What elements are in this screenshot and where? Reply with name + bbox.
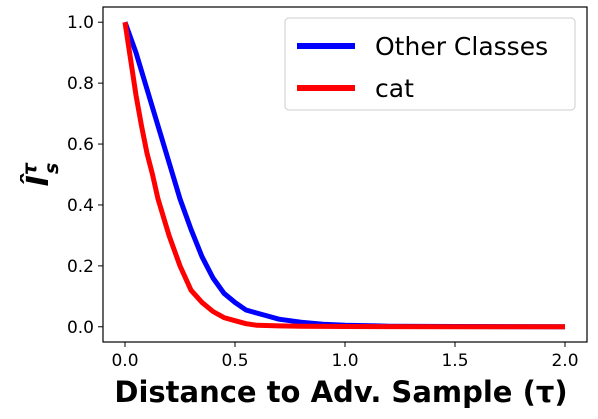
x-axis-label: Distance to Adv. Sample (τ) <box>114 375 567 409</box>
x-tick-label: 1.0 <box>331 351 358 371</box>
x-axis: 0.0 0.5 1.0 1.5 2.0 <box>111 342 579 371</box>
plot-lines <box>122 21 566 330</box>
x-tick-label: 0.5 <box>221 351 248 371</box>
y-tick-label: 0.2 <box>67 257 94 277</box>
y-axis: 0.0 0.2 0.4 0.6 0.8 1.0 <box>67 13 103 338</box>
x-tick-label: 1.5 <box>441 351 468 371</box>
y-axis-label-text: Îτs <box>19 162 63 186</box>
y-axis-label: Îτs <box>19 162 63 186</box>
y-tick-label: 0.6 <box>67 135 94 155</box>
legend-box <box>284 17 576 111</box>
y-tick-label: 1.0 <box>67 13 94 33</box>
legend-label: cat <box>375 74 414 103</box>
y-tick-label: 0.0 <box>67 318 94 338</box>
x-tick-label: 0.0 <box>111 351 138 371</box>
legend: Other Classes cat <box>284 17 576 111</box>
y-tick-label: 0.8 <box>67 74 94 94</box>
legend-label: Other Classes <box>375 32 548 61</box>
y-tick-label: 0.4 <box>67 196 94 216</box>
x-tick-label: 2.0 <box>551 351 578 371</box>
series-line-cat <box>122 21 565 330</box>
